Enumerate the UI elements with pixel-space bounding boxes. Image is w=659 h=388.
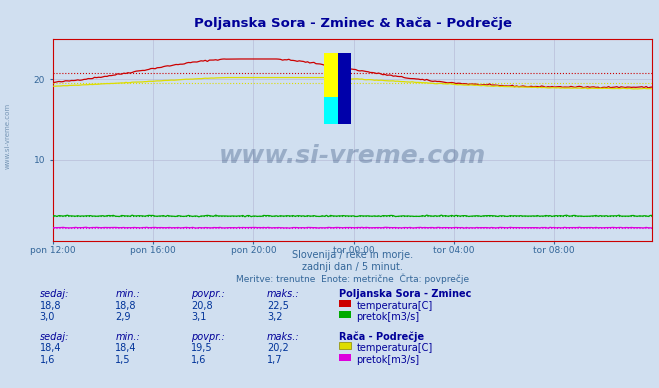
Text: Poljanska Sora - Zminec & Rača - Podrečje: Poljanska Sora - Zminec & Rača - Podrečj… <box>194 17 511 31</box>
Text: 1,6: 1,6 <box>40 355 55 365</box>
Text: 20,2: 20,2 <box>267 343 289 353</box>
Text: 22,5: 22,5 <box>267 301 289 311</box>
Text: Slovenija / reke in morje.: Slovenija / reke in morje. <box>292 250 413 260</box>
Text: 3,0: 3,0 <box>40 312 55 322</box>
Text: Poljanska Sora - Zminec: Poljanska Sora - Zminec <box>339 289 472 299</box>
Text: www.si-vreme.com: www.si-vreme.com <box>219 144 486 168</box>
Text: maks.:: maks.: <box>267 332 300 342</box>
Text: pretok[m3/s]: pretok[m3/s] <box>357 312 420 322</box>
Text: min.:: min.: <box>115 332 140 342</box>
Bar <box>337 53 351 123</box>
Text: 3,1: 3,1 <box>191 312 206 322</box>
Text: 18,8: 18,8 <box>40 301 61 311</box>
Text: maks.:: maks.: <box>267 289 300 299</box>
Text: min.:: min.: <box>115 289 140 299</box>
Text: 18,8: 18,8 <box>115 301 137 311</box>
Text: 1,6: 1,6 <box>191 355 206 365</box>
Text: sedaj:: sedaj: <box>40 289 69 299</box>
Text: zadnji dan / 5 minut.: zadnji dan / 5 minut. <box>302 262 403 272</box>
Bar <box>324 53 337 97</box>
Text: 1,7: 1,7 <box>267 355 283 365</box>
Text: 18,4: 18,4 <box>40 343 61 353</box>
Text: 20,8: 20,8 <box>191 301 213 311</box>
Text: povpr.:: povpr.: <box>191 289 225 299</box>
Bar <box>324 97 337 123</box>
Text: temperatura[C]: temperatura[C] <box>357 343 433 353</box>
Text: Rača - Podrečje: Rača - Podrečje <box>339 332 424 342</box>
Text: 19,5: 19,5 <box>191 343 213 353</box>
Text: pretok[m3/s]: pretok[m3/s] <box>357 355 420 365</box>
Text: temperatura[C]: temperatura[C] <box>357 301 433 311</box>
Text: sedaj:: sedaj: <box>40 332 69 342</box>
Text: 2,9: 2,9 <box>115 312 131 322</box>
Text: www.si-vreme.com: www.si-vreme.com <box>5 103 11 169</box>
Text: Meritve: trenutne  Enote: metrične  Črta: povprečje: Meritve: trenutne Enote: metrične Črta: … <box>236 274 469 284</box>
Text: povpr.:: povpr.: <box>191 332 225 342</box>
Text: 18,4: 18,4 <box>115 343 137 353</box>
Text: 3,2: 3,2 <box>267 312 283 322</box>
Text: 1,5: 1,5 <box>115 355 131 365</box>
